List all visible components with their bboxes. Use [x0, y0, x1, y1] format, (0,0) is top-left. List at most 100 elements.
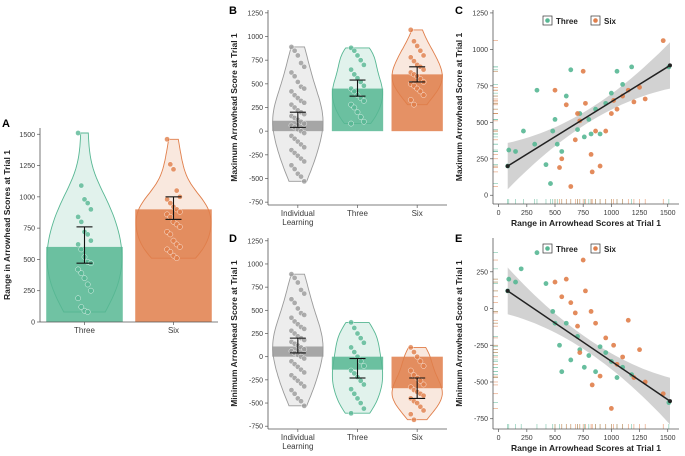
panel-e-point-three [543, 281, 549, 286]
panel-d-y-tick-label: 0 [259, 354, 263, 361]
panel-c-x-axis-title: Range in Arrowhead Scores at Trial 1 [511, 218, 661, 228]
panel-c-point-three [543, 162, 549, 168]
panel-d-y-tick-label: 1000 [247, 261, 263, 268]
panel-b-point-six [420, 52, 427, 59]
panel-c-point-six [637, 84, 642, 90]
panel-e-point-six [568, 300, 574, 306]
panel-c-point-six [552, 87, 558, 93]
panel-a-point-six [173, 255, 180, 261]
panel-a-point-six [177, 244, 183, 250]
panel-a-point-six [170, 237, 177, 244]
panel-c-point-three [534, 87, 540, 93]
panel-c-point-three [559, 149, 565, 154]
panel-e-y-tick-label: -250 [474, 343, 488, 350]
panel-e-x-tick-label: 1000 [604, 435, 620, 442]
panel-c-fit-endpoint [505, 164, 510, 169]
panel-a-point-three [78, 304, 85, 310]
panel-e-y-axis-title: Minimum Arrowhead Score at Trial 1 [454, 260, 464, 407]
panel-c-legend-marker-three [545, 18, 550, 23]
panel-c-y-tick-label: 750 [476, 83, 488, 90]
panel-e-y-tick-label: -500 [474, 379, 488, 386]
panel-a-point-three [78, 182, 85, 189]
panel-e-x-tick-label: 1250 [632, 435, 648, 442]
panel-e-point-three [568, 357, 574, 363]
panel-c-point-three [554, 141, 560, 147]
panel-c-point-three [532, 141, 538, 147]
panel-b-point-three [348, 120, 354, 127]
panel-e-point-six [552, 279, 558, 285]
panel-a-y-tick-label: 250 [23, 288, 35, 295]
panel-e-legend-marker-six [593, 246, 598, 251]
panel-b-point-six [420, 92, 427, 98]
panel-a-point-three [84, 200, 91, 206]
panel-d-point-individual-learning [301, 290, 308, 297]
panel-d-point-six [420, 407, 427, 414]
panel-b-point-individual-learning [301, 178, 308, 185]
panel-d-point-three [357, 358, 364, 365]
panel-d-label: D [229, 233, 237, 245]
panel-e-point-six [637, 347, 642, 353]
panel-c-y-axis-title: Maximum Arrowhead Score at Trial 1 [454, 32, 464, 181]
panel-e-point-six [575, 323, 580, 329]
panel-e-point-six [572, 310, 578, 316]
panel-c-point-six [608, 111, 614, 116]
panel-e-y-tick-label: 0 [484, 306, 488, 313]
panel-a-point-six [167, 214, 174, 220]
panel-d-point-individual-learning [288, 271, 295, 277]
panel-d-point-individual-learning [301, 326, 308, 332]
panel-c-y-tick-label: 250 [476, 156, 488, 163]
panel-d-point-three [354, 330, 361, 337]
panel-b-x-tick-label-three: Three [347, 209, 368, 218]
panel-a-point-six [164, 136, 170, 143]
panel-b-x-tick-label-individual-learning: Individual Learning [281, 209, 315, 227]
panel-e-point-three [614, 375, 620, 380]
panel-e-legend-label-three: Three [556, 245, 578, 254]
panel-c-point-six [631, 99, 637, 105]
panel-d-point-three [348, 386, 354, 392]
panel-a-point-three [88, 237, 94, 244]
panel-d-point-six [420, 363, 427, 369]
panel-d-point-three [361, 363, 367, 369]
panel-a-point-six [167, 200, 174, 206]
panel-a-point-three [75, 130, 81, 136]
panel-b-y-tick-label: 250 [251, 105, 263, 112]
panel-e-point-six [559, 294, 565, 300]
panel-d-point-individual-learning [291, 390, 298, 397]
panel-a-point-three [81, 196, 88, 203]
panel-c-point-six [559, 156, 565, 162]
panel-b-point-individual-learning [301, 130, 308, 136]
panel-a-point-three [75, 214, 81, 220]
panel-d-point-individual-learning [301, 355, 308, 362]
panel-e-point-six [603, 335, 609, 341]
panel-e-point-six [593, 320, 598, 326]
panel-c-point-three [597, 131, 603, 137]
panel-a-point-six [167, 249, 174, 255]
panel-e-y-tick-label: -750 [474, 416, 488, 423]
panel-b-point-three [348, 66, 354, 73]
panel-b-y-tick-label: 500 [251, 81, 263, 88]
panel-b-y-tick-label: -250 [249, 152, 263, 159]
panel-d-y-tick-label: -500 [249, 401, 263, 408]
panel-b-point-individual-learning [291, 166, 298, 172]
panel-e-legend-marker-three [545, 246, 550, 251]
panel-c-x-tick-label: 1000 [604, 210, 620, 217]
panel-a-point-three [81, 275, 88, 281]
panel-e-point-six [589, 382, 595, 388]
panel-d-point-three [361, 339, 367, 346]
panel-e-x-tick-label: 250 [521, 435, 533, 442]
panel-c-point-six [563, 102, 569, 108]
panel-d-point-three [361, 405, 367, 412]
panel-d-point-three [361, 381, 367, 388]
panel-a-point-six [177, 209, 183, 215]
panel-d-point-individual-learning [298, 398, 304, 404]
panel-e-point-three [559, 369, 565, 375]
panel-c-x-tick-label: 250 [521, 210, 533, 217]
panel-b-point-three [351, 104, 358, 111]
panel-b-point-individual-learning [298, 173, 304, 180]
panel-c-y-tick-label: 0 [484, 193, 488, 200]
panel-e-legend-label-six: Six [604, 245, 617, 254]
panel-a-point-three [88, 287, 94, 294]
panel-b-point-six [417, 88, 424, 95]
panel-d-point-three [348, 344, 354, 351]
